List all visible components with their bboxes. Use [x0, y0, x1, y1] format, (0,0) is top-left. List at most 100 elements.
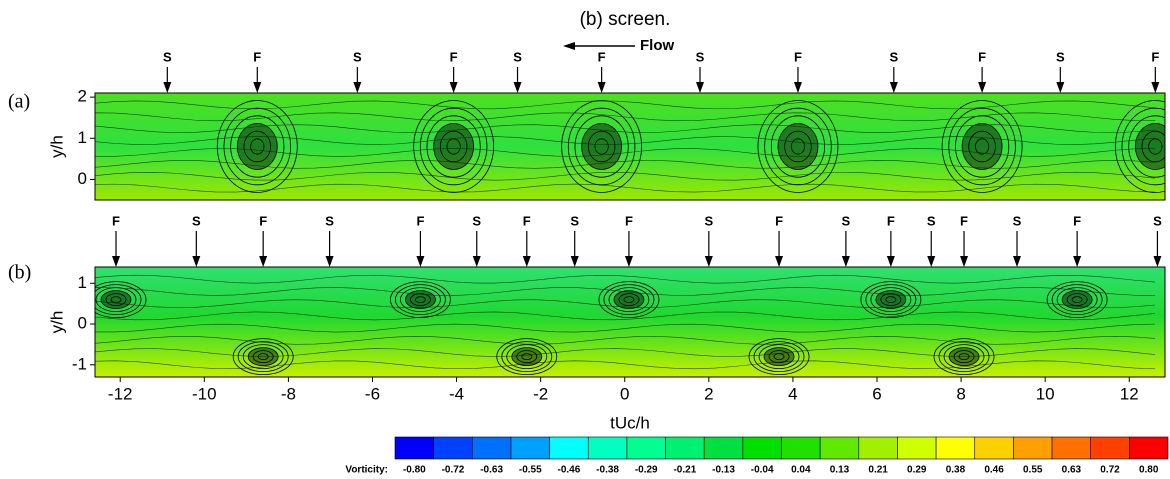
- colorbar-swatch: [1090, 436, 1130, 460]
- marker-label: F: [416, 213, 424, 228]
- colorbar-label: 0.38: [946, 465, 966, 476]
- frame: [94, 92, 1166, 201]
- vortex-ring: [1114, 100, 1165, 193]
- marker-label: S: [570, 213, 579, 228]
- vortex-ring: [757, 100, 839, 193]
- vortex-ring: [1148, 138, 1163, 155]
- vortex-core: [237, 123, 278, 170]
- marker-label: F: [1151, 49, 1159, 64]
- vortex-ring: [961, 123, 1003, 170]
- colorbar-label: 0.72: [1100, 465, 1120, 476]
- vortex-ring: [439, 130, 468, 163]
- colorbar-swatch: [935, 436, 976, 460]
- colorbar-label: 0.29: [907, 465, 927, 476]
- x-tick-label: -8: [281, 384, 296, 403]
- streamline: [95, 171, 1156, 181]
- colorbar-label: 0.13: [830, 465, 850, 476]
- vortex-ring: [1046, 281, 1108, 318]
- vortex-ring: [395, 284, 446, 315]
- x-tick-label: 8: [956, 384, 965, 403]
- vortex-ring: [242, 344, 284, 370]
- marker-arrow-head: [1153, 256, 1162, 267]
- vortex-ring: [574, 115, 629, 178]
- vortex-ring: [598, 281, 660, 318]
- vortex-ring: [413, 100, 495, 193]
- vortex-ring: [885, 296, 897, 303]
- vortex-ring: [252, 350, 274, 364]
- marker-label: S: [1153, 213, 1162, 228]
- marker-label: S: [353, 49, 362, 64]
- vortex-ring: [790, 138, 806, 155]
- marker-arrow-head: [325, 256, 334, 267]
- vortex-ring: [243, 130, 272, 163]
- vortex-ring: [777, 123, 819, 170]
- vortex-ring: [496, 338, 558, 376]
- vortex-ring: [95, 281, 147, 318]
- colorbar-swatch: [1129, 436, 1169, 460]
- vortex-ring: [938, 341, 990, 373]
- marker-label: F: [1073, 213, 1081, 228]
- colorbar-title: Vorticity:: [345, 465, 388, 476]
- y-tick-label: -1: [72, 354, 87, 373]
- x-tick-label: 0: [620, 384, 629, 403]
- marker-arrow-head: [960, 256, 969, 267]
- marker-label: F: [450, 49, 458, 64]
- vortex-ring: [236, 123, 278, 170]
- marker-arrow-head: [472, 256, 481, 267]
- marker-arrow-head: [259, 256, 268, 267]
- vortex-ring: [933, 338, 995, 376]
- vortex-ring: [1121, 107, 1165, 186]
- colorbar-label: -0.55: [519, 465, 542, 476]
- marker-label: S: [513, 49, 522, 64]
- colorbar-label: -0.72: [442, 465, 465, 476]
- vortex-ring: [446, 138, 461, 155]
- colorbar-swatch: [665, 436, 705, 460]
- vortex-ring: [1141, 130, 1165, 163]
- vortex-core: [875, 290, 906, 309]
- vortex-core: [949, 347, 980, 366]
- colorbar-swatch: [471, 436, 512, 460]
- marker-label: S: [704, 213, 713, 228]
- colorbar-swatch: [742, 436, 782, 460]
- vortex-ring: [618, 293, 640, 306]
- marker-arrow-head: [353, 82, 362, 93]
- vortex-core: [101, 290, 132, 309]
- marker-arrow-head: [1056, 82, 1065, 93]
- marker-arrow-head: [570, 256, 579, 267]
- colorbar-swatch: [1051, 436, 1092, 460]
- vortex-core: [511, 347, 542, 366]
- marker-label: S: [927, 213, 936, 228]
- colorbar-swatch: [819, 436, 860, 460]
- marker-label: S: [192, 213, 201, 228]
- colorbar-label: -0.80: [403, 465, 426, 476]
- vortex-ring: [975, 138, 990, 155]
- marker-arrow-head: [597, 82, 606, 93]
- vortex-core: [581, 123, 622, 170]
- marker-arrow-head: [624, 256, 633, 267]
- y-tick-label: 1: [78, 128, 87, 147]
- colorbar-swatch: [587, 436, 628, 460]
- streamline: [95, 100, 1156, 110]
- vortex-ring: [1061, 290, 1093, 309]
- marker-label: F: [960, 213, 968, 228]
- vortex-ring: [506, 344, 548, 370]
- vortex-ring: [105, 293, 127, 306]
- marker-label: F: [523, 213, 531, 228]
- x-tick-label: 10: [1036, 384, 1055, 403]
- marker-label: F: [887, 213, 895, 228]
- marker-label: F: [794, 49, 802, 64]
- vortex-ring: [110, 296, 122, 303]
- vortex-ring: [250, 138, 265, 155]
- vortex-ring: [511, 347, 543, 367]
- marker-label: S: [163, 49, 172, 64]
- vortex-core: [433, 123, 474, 170]
- colorbar-label: -0.29: [635, 465, 658, 476]
- vortex-ring: [95, 284, 142, 315]
- vortex-ring: [941, 100, 1023, 193]
- marker-label: F: [253, 49, 261, 64]
- vortex-core: [248, 347, 279, 366]
- colorbar-swatch: [897, 436, 937, 460]
- vortex-ring: [1134, 123, 1165, 170]
- vortex-ring: [603, 284, 655, 315]
